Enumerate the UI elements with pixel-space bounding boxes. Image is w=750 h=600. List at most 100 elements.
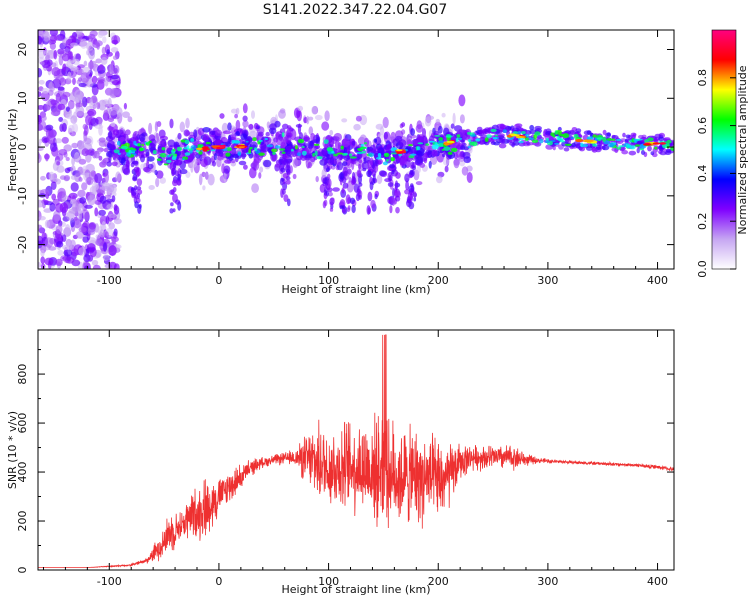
spectrogram-cell [456, 134, 461, 138]
spectrogram-cell [358, 163, 362, 170]
x-tick-label: -100 [97, 575, 122, 588]
spectrogram-cell [275, 137, 284, 146]
spectrogram-cell [91, 75, 98, 84]
spectrogram-cell [185, 130, 191, 136]
spectrogram-cell [586, 136, 594, 140]
spectrogram-cell [38, 224, 43, 230]
spectrogram-cell [78, 247, 87, 256]
spectrogram-cell [279, 108, 286, 114]
spectrogram-cell [321, 121, 330, 131]
x-tick-label: 300 [537, 575, 558, 588]
spectrogram-cell [450, 123, 455, 129]
spectrogram-cell [437, 125, 443, 134]
spectrogram-cell [79, 197, 87, 204]
spectrogram-cell [169, 208, 174, 214]
spectrogram-cell [190, 138, 195, 142]
spectrogram-cell [423, 157, 428, 164]
spectrogram-cell [83, 60, 88, 67]
spectrogram-cell [328, 191, 333, 197]
spectrogram-cell [94, 124, 104, 129]
spectrogram-cell [45, 153, 49, 162]
spectrogram-cell [98, 32, 104, 39]
spectrogram-cell [415, 124, 424, 133]
spectrogram-cell [310, 133, 316, 141]
spectrogram-cell [73, 111, 77, 122]
spectrogram-cell [104, 76, 109, 87]
spectrogram-cell [242, 120, 249, 128]
spectrogram-cell [96, 102, 101, 110]
spectrogram-cell [184, 152, 191, 156]
spectrogram-cell [179, 168, 188, 175]
spectrogram-cell [227, 134, 232, 143]
spectrogram-cell [382, 116, 389, 129]
spectrogram-cell [302, 150, 307, 156]
spectrogram-cell [159, 152, 167, 158]
spectrogram-cell [333, 153, 339, 157]
spectrogram-cell [616, 138, 622, 142]
spectrogram-cell [405, 180, 409, 191]
spectrogram-cell [202, 127, 211, 133]
spectrogram-cell [327, 187, 333, 193]
spectrogram-cell [110, 121, 116, 127]
spectrogram-cell [598, 144, 603, 150]
spectrogram-cell [41, 87, 50, 94]
spectrogram-cell [61, 122, 67, 132]
spectrogram-cell [86, 243, 96, 252]
spectrogram-cell [225, 152, 231, 157]
x-tick-label: -100 [97, 274, 122, 287]
spectrogram-frame [37, 29, 675, 270]
spectrogram-cell [470, 134, 477, 137]
spectrogram-cell [125, 129, 131, 136]
spectrogram-cell [63, 175, 71, 181]
spectrogram-cell [575, 128, 582, 134]
spectrogram-cell [358, 159, 363, 164]
spectrogram-cell [248, 124, 254, 130]
spectrogram-cell [258, 152, 265, 156]
spectrogram-cell [363, 137, 370, 147]
spectrogram-cell [48, 82, 55, 90]
spectrogram-cell [130, 162, 135, 168]
spectrogram-cell [214, 129, 222, 137]
spectrogram-cell [461, 166, 469, 176]
spectrogram-cell [395, 195, 401, 202]
y-tick-label: 600 [16, 413, 29, 434]
spectrogram-cell [131, 187, 137, 197]
spectrogram-cell [287, 198, 291, 207]
spectrogram-cell [467, 131, 472, 135]
spectrogram-cell [186, 145, 190, 150]
spectrogram-cell [84, 124, 89, 136]
spectrogram-cell [466, 172, 473, 183]
spectrogram-cell [571, 142, 576, 148]
spectrogram-cell [654, 133, 662, 138]
spectrogram-cell [528, 137, 534, 140]
spectrogram-cell [525, 134, 530, 137]
spectrogram-cell [55, 75, 65, 84]
spectrogram-cell [339, 172, 344, 180]
spectrogram-cell [141, 143, 145, 147]
spectrogram-cell [329, 207, 334, 212]
spectrogram-cell [438, 137, 444, 142]
spectrogram-cell [414, 156, 423, 166]
spectrogram-cell [267, 136, 272, 144]
spectrogram-cell [662, 143, 668, 149]
spectrogram-cell [213, 139, 222, 145]
spectrogram-cell [87, 194, 96, 206]
spectrogram-cell [368, 152, 375, 158]
spectrogram-cell [133, 160, 139, 166]
spectrogram-cell [586, 130, 592, 135]
spectrogram-cell [132, 174, 138, 181]
spectrogram-cell [333, 159, 342, 165]
x-tick-label: 0 [215, 274, 222, 287]
spectrogram-cell [467, 145, 471, 149]
spectrogram-cell [156, 158, 162, 162]
spectrogram-cell [427, 115, 435, 121]
spectrogram-cell [562, 133, 570, 139]
spectrogram-cell [117, 129, 124, 135]
spectrogram-cell [353, 123, 361, 131]
spectrogram-cell [172, 162, 177, 170]
spectrogram-cell [43, 30, 51, 42]
spectrogram-cell [312, 152, 316, 157]
x-tick-label: 400 [647, 274, 668, 287]
spectrogram-cell [104, 231, 109, 239]
